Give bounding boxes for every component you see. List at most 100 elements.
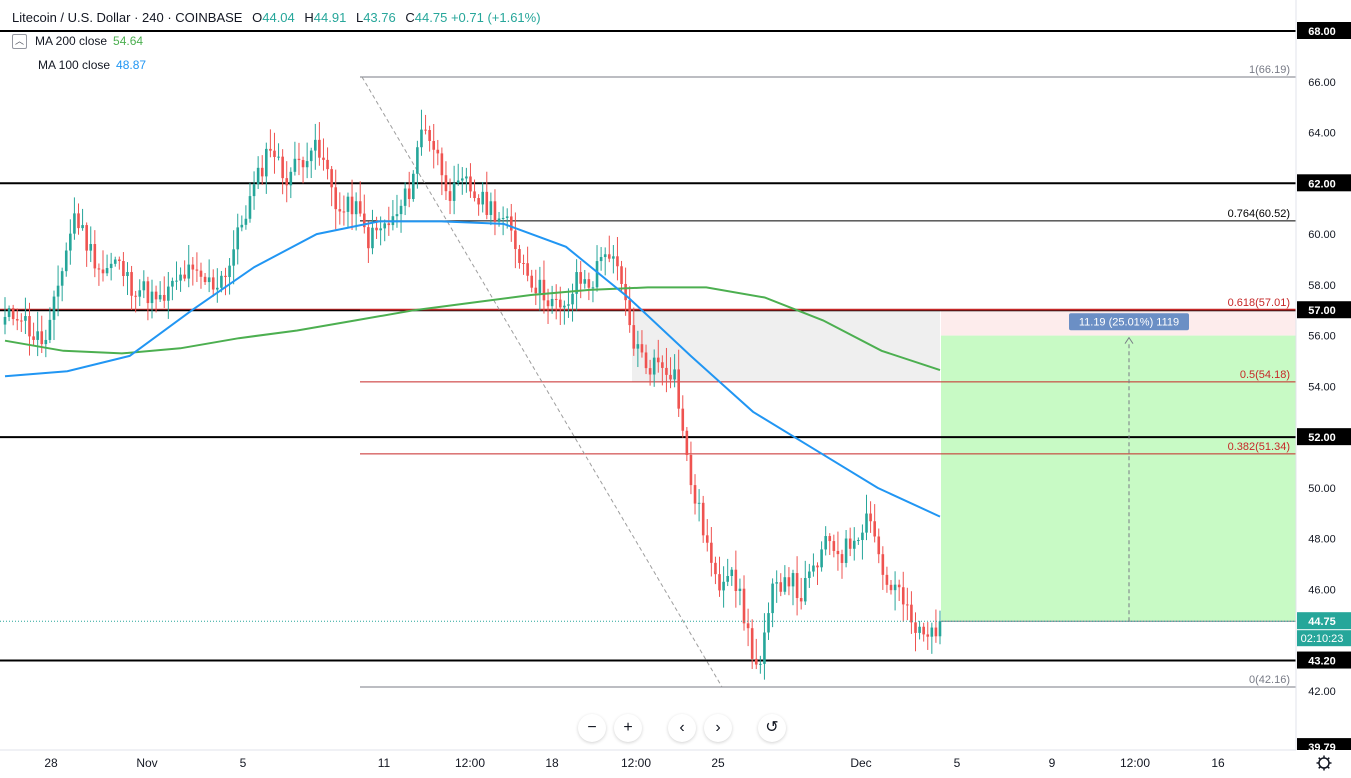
candle-body: [154, 291, 158, 300]
fib-label: 0.618(57.01): [1228, 297, 1290, 309]
candle-body: [309, 150, 313, 162]
candle-body: [162, 294, 166, 301]
candle-body: [424, 129, 427, 131]
candle-body: [220, 275, 223, 288]
reset-chart-button[interactable]: ↺: [758, 714, 786, 742]
candle-body: [142, 281, 146, 291]
settings-gear-icon[interactable]: [1316, 755, 1332, 771]
candle-body: [56, 285, 60, 297]
price-badge: 62.00: [1308, 178, 1336, 190]
candle-body: [354, 201, 358, 215]
candle-body: [252, 184, 256, 197]
candle-body: [656, 357, 660, 363]
fib-label: 0.382(51.34): [1228, 441, 1290, 453]
time-tick-label: 18: [545, 756, 559, 770]
candle-body: [48, 319, 52, 340]
price-badge: 68.00: [1308, 26, 1336, 38]
candle-body: [677, 369, 680, 409]
candle-body: [697, 502, 701, 504]
candle-body: [224, 275, 227, 278]
candle-body: [759, 663, 762, 665]
candle-body: [203, 276, 207, 283]
candle-body: [918, 626, 921, 633]
candle-body: [105, 268, 109, 274]
candle-body: [816, 565, 819, 568]
candle-body: [624, 283, 627, 301]
candle-body: [64, 250, 68, 272]
candle-body: [473, 191, 476, 199]
candle-body: [750, 628, 754, 659]
price-tick: 48.00: [1308, 534, 1336, 546]
price-tick: 66.00: [1308, 77, 1336, 89]
collapse-indicators-icon[interactable]: ︿: [12, 34, 27, 50]
candle-body: [399, 205, 403, 215]
candle-body: [485, 191, 489, 215]
candle-body: [575, 272, 578, 294]
candle-body: [146, 281, 150, 304]
ma100-legend-row[interactable]: MA 100 close 48.87: [38, 58, 146, 72]
candle-body: [538, 279, 542, 294]
fib-label: 1(66.19): [1249, 64, 1290, 76]
candle-body: [158, 294, 162, 300]
zoom-out-button[interactable]: −: [578, 714, 606, 742]
candle-body: [607, 254, 611, 259]
candle-body: [428, 130, 431, 142]
candle-body: [260, 167, 264, 177]
candle-body: [236, 227, 240, 250]
candle-body: [109, 263, 113, 269]
candle-body: [554, 298, 558, 300]
candle-body: [828, 536, 832, 542]
candle-body: [69, 233, 72, 251]
candle-body: [812, 565, 815, 572]
candle-body: [452, 182, 456, 201]
candle-body: [644, 352, 648, 369]
candle-body: [628, 300, 631, 326]
candle-body: [346, 196, 350, 212]
candle-body: [326, 159, 329, 170]
price-badge: 52.00: [1308, 432, 1336, 444]
gear-tooth: [1327, 757, 1330, 760]
time-tick-label: 5: [954, 756, 961, 770]
candle-body: [407, 188, 411, 199]
candle-body: [40, 331, 44, 345]
close-value: 44.75: [414, 10, 448, 25]
candle-body: [787, 577, 791, 587]
candle-body: [734, 569, 738, 592]
candle-body: [910, 604, 913, 623]
candle-body: [93, 244, 97, 269]
candle-body: [179, 274, 182, 281]
ma200-legend-row[interactable]: ︿ MA 200 close 54.64: [12, 34, 143, 50]
candle-body: [314, 139, 317, 151]
candle-body: [799, 598, 803, 602]
candle-body: [848, 538, 852, 549]
candle-body: [440, 153, 444, 176]
candle-body: [477, 198, 480, 205]
candle-body: [869, 513, 872, 522]
candle-body: [730, 569, 734, 576]
candle-body: [7, 308, 11, 317]
price-tick: 50.00: [1308, 483, 1336, 495]
price-badge-bg: [1297, 301, 1351, 319]
candle-body: [579, 272, 582, 284]
time-tick-label: 28: [44, 756, 58, 770]
candle-body: [134, 295, 137, 297]
candle-body: [448, 191, 452, 201]
price-axis-bg: [1296, 0, 1351, 778]
symbol-title[interactable]: Litecoin / U.S. Dollar · 240 · COINBASE: [12, 10, 243, 25]
candle-body: [191, 264, 195, 270]
candle-body: [367, 227, 370, 249]
candle-body: [244, 218, 248, 225]
price-badge-bg: [1297, 612, 1351, 630]
price-badge-bg: [1297, 174, 1351, 192]
candle-body: [526, 263, 529, 276]
time-tick-label: 5: [240, 756, 247, 770]
scroll-right-button[interactable]: ›: [704, 714, 732, 742]
candle-body: [183, 274, 186, 279]
zoom-in-button[interactable]: +: [614, 714, 642, 742]
candle-body: [714, 562, 717, 575]
candle-body: [673, 369, 676, 380]
candle-body: [15, 319, 19, 321]
price-badge: 57.00: [1308, 305, 1336, 317]
scroll-left-button[interactable]: ‹: [668, 714, 696, 742]
